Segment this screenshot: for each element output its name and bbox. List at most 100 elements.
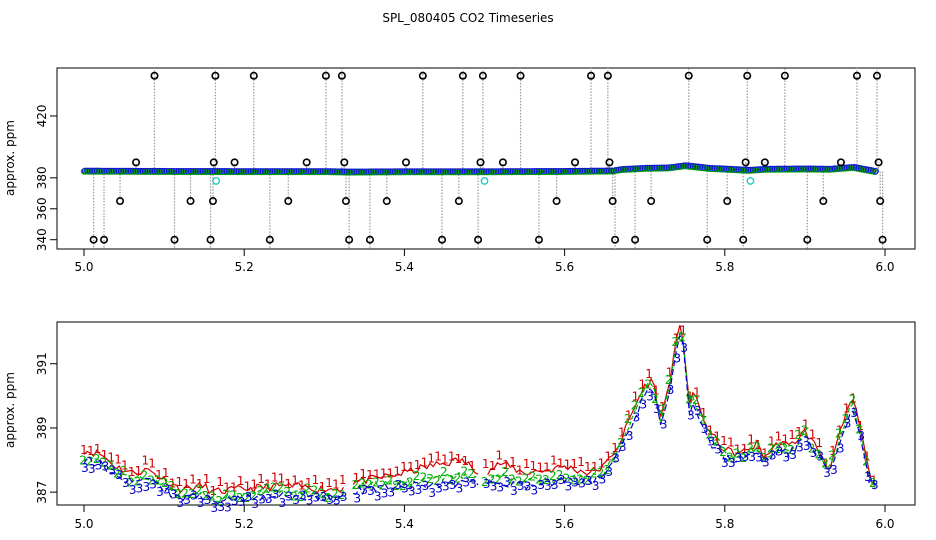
series-marker-2: 2 bbox=[529, 470, 537, 484]
spike-point bbox=[209, 158, 218, 167]
spike-point bbox=[852, 71, 861, 80]
series-marker-1: 1 bbox=[686, 390, 694, 404]
spike-point bbox=[418, 71, 427, 80]
series-marker-2: 2 bbox=[644, 378, 652, 392]
top-y-tick-label: 380 bbox=[35, 166, 49, 189]
series-marker-3: 3 bbox=[313, 491, 321, 505]
series-marker-3: 3 bbox=[367, 484, 375, 498]
series-marker-2: 2 bbox=[420, 470, 428, 484]
series-marker-3: 3 bbox=[857, 429, 865, 443]
series-marker-1: 1 bbox=[264, 477, 272, 491]
series-marker-3: 3 bbox=[190, 489, 198, 503]
series-marker-2: 2 bbox=[501, 465, 509, 479]
series-marker-2: 2 bbox=[324, 491, 332, 505]
series-marker-1: 1 bbox=[761, 446, 769, 460]
series-marker-3: 3 bbox=[340, 490, 348, 504]
series-marker-3: 3 bbox=[864, 470, 872, 484]
series-marker-3: 3 bbox=[149, 477, 157, 491]
series-marker-3: 3 bbox=[408, 485, 416, 499]
series-marker-1: 1 bbox=[250, 478, 258, 492]
series-marker-2: 2 bbox=[658, 402, 666, 416]
series-marker-1: 1 bbox=[530, 459, 538, 473]
series-marker-1: 1 bbox=[611, 441, 619, 455]
series-marker-3: 3 bbox=[531, 484, 539, 498]
series-marker-2: 2 bbox=[147, 473, 155, 487]
series-marker-1: 1 bbox=[754, 438, 762, 452]
spike-point bbox=[249, 71, 258, 80]
series-marker-1: 1 bbox=[203, 472, 211, 486]
series-marker-3: 3 bbox=[816, 450, 824, 464]
series-marker-3: 3 bbox=[115, 468, 123, 482]
series-marker-1: 1 bbox=[489, 459, 497, 473]
series-marker-2: 2 bbox=[774, 442, 782, 456]
series-marker-2: 2 bbox=[447, 473, 455, 487]
series-marker-2: 2 bbox=[753, 439, 761, 453]
series-marker-1: 1 bbox=[482, 457, 490, 471]
series-marker-2: 2 bbox=[542, 473, 550, 487]
series-marker-2: 2 bbox=[338, 488, 346, 502]
series-marker-2: 2 bbox=[365, 478, 373, 492]
series-marker-3: 3 bbox=[871, 478, 879, 492]
spike-point bbox=[170, 235, 179, 244]
series-marker-3: 3 bbox=[279, 496, 287, 510]
spike-point bbox=[741, 158, 750, 167]
spike-point bbox=[836, 158, 845, 167]
series-marker-1: 1 bbox=[271, 471, 279, 485]
spike-point bbox=[340, 158, 349, 167]
series-marker-3: 3 bbox=[211, 501, 219, 515]
series-marker-2: 2 bbox=[392, 479, 400, 493]
series-marker-2: 2 bbox=[209, 489, 217, 503]
series-marker-1: 1 bbox=[80, 443, 88, 457]
spike-point bbox=[684, 71, 693, 80]
series-marker-3: 3 bbox=[537, 478, 545, 492]
series-2: 2 2 2 2 22 22 2 2 2 2 2 22 2 2 2 2 2 2 2 2 2 2 2 2 2 2 2 2 2 22 2 2 2 2 22… bbox=[79, 331, 876, 508]
series-marker-1: 1 bbox=[741, 442, 749, 456]
series-marker-3: 3 bbox=[653, 402, 661, 416]
series-marker-1: 1 bbox=[781, 432, 789, 446]
series-marker-1: 1 bbox=[829, 444, 837, 458]
series-marker-3: 3 bbox=[422, 479, 430, 493]
series-marker-1: 1 bbox=[230, 480, 238, 494]
spike-point bbox=[647, 197, 656, 206]
series-marker-3: 3 bbox=[183, 493, 191, 507]
spike-point bbox=[211, 71, 220, 80]
series-marker-2: 2 bbox=[304, 481, 312, 495]
top-spike-points bbox=[89, 71, 887, 244]
series-marker-3: 3 bbox=[728, 456, 736, 470]
series-marker-3: 3 bbox=[95, 459, 103, 473]
series-marker-3: 3 bbox=[496, 481, 504, 495]
series-marker-1: 1 bbox=[536, 461, 544, 475]
series-marker-2: 2 bbox=[270, 481, 278, 495]
series-marker-1: 1 bbox=[278, 472, 286, 486]
series-marker-3: 3 bbox=[578, 476, 586, 490]
bottom-y-axis-label: approx. ppm bbox=[3, 372, 17, 448]
spike-point bbox=[876, 197, 885, 206]
series-marker-2: 2 bbox=[522, 471, 530, 485]
series-marker-1: 1 bbox=[564, 457, 572, 471]
series-marker-1: 1 bbox=[189, 472, 197, 486]
series-marker-3: 3 bbox=[735, 451, 743, 465]
spike-point bbox=[611, 235, 620, 244]
series-marker-1: 1 bbox=[523, 457, 531, 471]
top-y-axis: 340 360 380 420 bbox=[35, 105, 57, 251]
series-marker-1: 1 bbox=[414, 458, 422, 472]
series-marker-1: 1 bbox=[632, 390, 640, 404]
series-marker-3: 3 bbox=[360, 483, 368, 497]
series-marker-1: 1 bbox=[713, 429, 721, 443]
series-marker-1: 1 bbox=[550, 454, 558, 468]
series-marker-2: 2 bbox=[256, 484, 264, 498]
series-marker-3: 3 bbox=[755, 450, 763, 464]
series-marker-2: 2 bbox=[740, 451, 748, 465]
spike-point bbox=[132, 158, 141, 167]
series-marker-1: 1 bbox=[591, 460, 599, 474]
spike-point bbox=[780, 71, 789, 80]
series-marker-1: 1 bbox=[128, 465, 136, 479]
series-marker-1: 1 bbox=[121, 458, 129, 472]
series-marker-1: 1 bbox=[237, 474, 245, 488]
series-1: 1 1 1 1 1 1 1 1 11 11 11 1 1 1 1 111 1 1 1 1 1 1 1 1 1 1 1 1 1 1 1 1 1 1 1… bbox=[80, 324, 877, 499]
bottom-series: 1 1 1 1 1 1 1 1 11 11 11 1 1 1 1 111 1 1 1 1 1 1 1 1 1 1 1 1 1 1 1 1 1 1 1… bbox=[79, 324, 878, 515]
spike-point bbox=[454, 197, 463, 206]
series-marker-3: 3 bbox=[823, 466, 831, 480]
series-marker-2: 2 bbox=[767, 441, 775, 455]
series-marker-3: 3 bbox=[776, 445, 784, 459]
